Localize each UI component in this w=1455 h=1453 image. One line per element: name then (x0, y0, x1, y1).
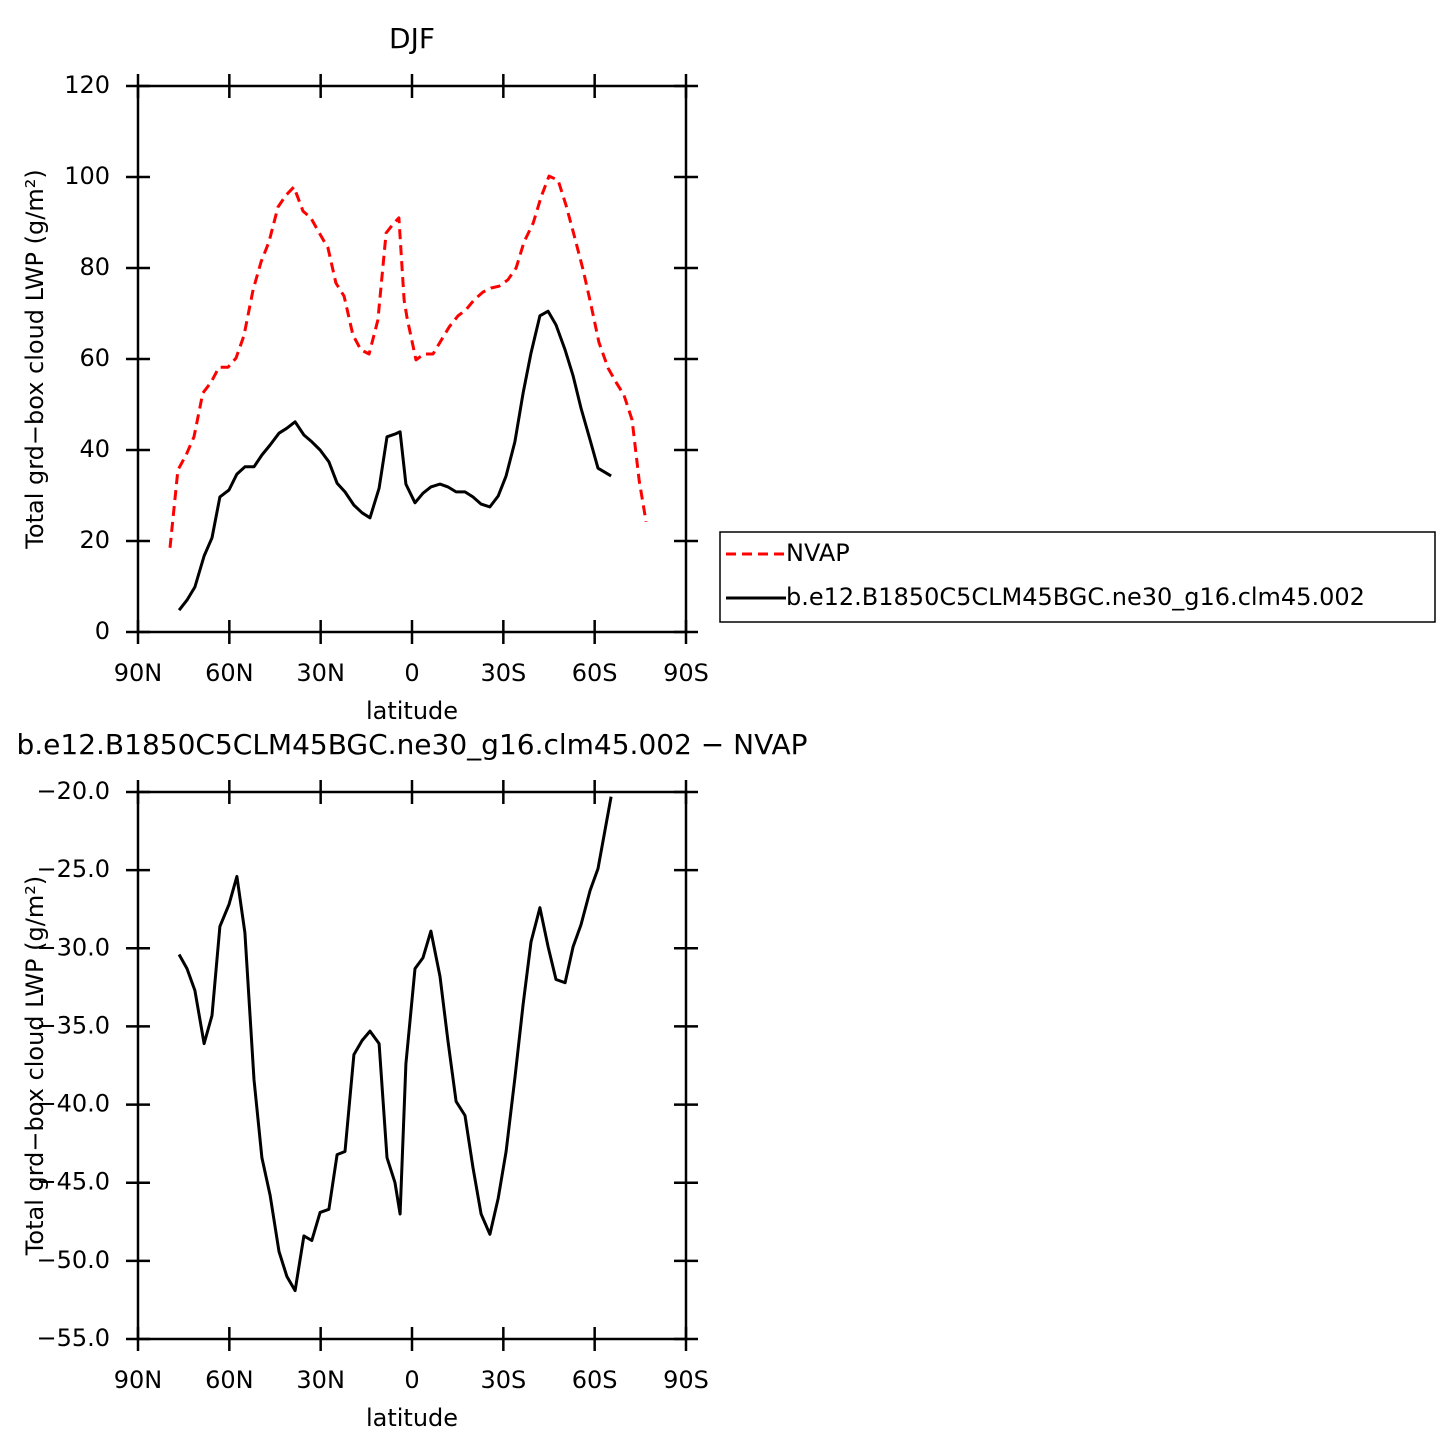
y-axis-label: Total grd−box cloud LWP (g/m²) (21, 876, 49, 1256)
legend-box (719, 531, 1436, 623)
y-tick-label: 100 (64, 162, 110, 190)
x-tick-label: 90S (663, 659, 709, 687)
data-line (177, 309, 612, 612)
chart-title: b.e12.B1850C5CLM45BGC.ne30_g16.clm45.002… (17, 728, 808, 761)
x-axis-label: latitude (366, 697, 458, 725)
y-tick-label: −40.0 (36, 1090, 110, 1118)
y-tick-label: −45.0 (36, 1168, 110, 1196)
chart-title: DJF (389, 22, 435, 55)
x-tick-label: 30S (480, 1366, 526, 1394)
y-tick-label: −30.0 (36, 933, 110, 961)
x-tick-label: 60S (572, 659, 618, 687)
x-tick-label: 60S (572, 1366, 618, 1394)
y-tick-label: 40 (79, 435, 110, 463)
y-tick-label: −50.0 (36, 1246, 110, 1274)
legend-label: NVAP (786, 539, 850, 567)
x-axis-label: latitude (366, 1404, 458, 1432)
x-tick-label: 90N (114, 1366, 163, 1394)
x-tick-label: 30S (480, 659, 526, 687)
y-tick-label: −25.0 (36, 855, 110, 883)
y-tick-label: 20 (79, 526, 110, 554)
y-tick-label: −35.0 (36, 1011, 110, 1039)
plot-frame (136, 790, 688, 1341)
x-tick-label: 30N (296, 659, 345, 687)
y-tick-label: 120 (64, 71, 110, 99)
y-axis-label: Total grd−box cloud LWP (g/m²) (21, 169, 49, 549)
data-line (168, 174, 648, 548)
x-tick-label: 90N (114, 659, 163, 687)
y-tick-label: −20.0 (36, 777, 110, 805)
x-tick-label: 0 (404, 659, 419, 687)
x-tick-label: 30N (296, 1366, 345, 1394)
x-tick-label: 90S (663, 1366, 709, 1394)
y-tick-label: 60 (79, 344, 110, 372)
x-tick-label: 60N (205, 1366, 254, 1394)
y-tick-label: −55.0 (36, 1324, 110, 1352)
data-line (177, 796, 613, 1293)
legend-label: b.e12.B1850C5CLM45BGC.ne30_g16.clm45.002 (786, 583, 1365, 611)
x-tick-label: 60N (205, 659, 254, 687)
y-tick-label: 80 (79, 253, 110, 281)
y-tick-label: 0 (95, 617, 110, 645)
x-tick-label: 0 (404, 1366, 419, 1394)
